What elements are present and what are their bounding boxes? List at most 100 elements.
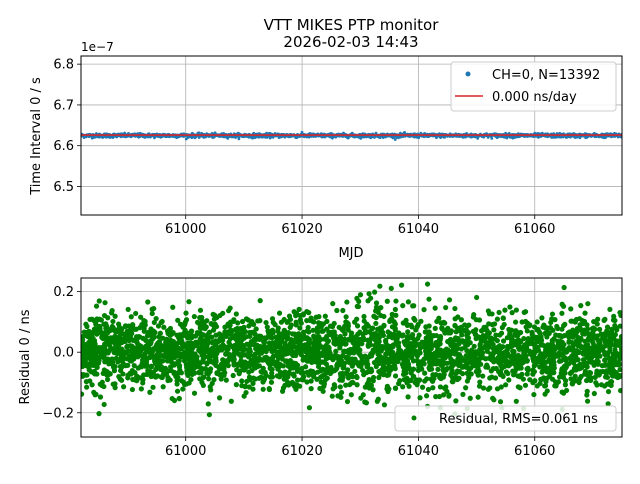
- residual-data-point: [509, 335, 514, 340]
- residual-data-point: [494, 366, 499, 371]
- residual-data-point: [374, 300, 379, 305]
- residual-data-point: [434, 319, 439, 324]
- residual-data-point: [378, 313, 383, 318]
- residual-data-point: [324, 345, 329, 350]
- ch0-data-point: [197, 131, 200, 134]
- residual-data-point: [156, 323, 161, 328]
- residual-data-point: [139, 386, 144, 391]
- residual-data-point: [198, 308, 203, 313]
- residual-data-point: [129, 371, 134, 376]
- residual-data-point: [85, 348, 90, 353]
- residual-data-point: [543, 383, 548, 388]
- residual-data-point: [266, 334, 271, 339]
- residual-data-point: [488, 335, 493, 340]
- residual-data-point: [247, 352, 252, 357]
- residual-data-point: [388, 352, 393, 357]
- residual-data-point: [102, 313, 107, 318]
- residual-data-point: [462, 358, 467, 363]
- residual-data-point: [116, 350, 121, 355]
- residual-data-point: [373, 321, 378, 326]
- residual-data-point: [138, 348, 143, 353]
- residual-data-point: [380, 346, 385, 351]
- residual-data-point: [200, 344, 205, 349]
- residual-data-point: [594, 352, 599, 357]
- residual-data-point: [401, 372, 406, 377]
- residual-data-point: [354, 341, 359, 346]
- residual-data-point: [489, 351, 494, 356]
- residual-data-point: [214, 359, 219, 364]
- residual-data-point: [346, 337, 351, 342]
- residual-data-point: [96, 360, 101, 365]
- residual-data-point: [538, 334, 543, 339]
- residual-data-point: [82, 353, 87, 358]
- residual-data-point: [151, 306, 156, 311]
- residual-data-point: [299, 321, 304, 326]
- residual-data-point: [562, 364, 567, 369]
- residual-data-point: [378, 330, 383, 335]
- residual-data-point: [208, 387, 213, 392]
- residual-data-point: [486, 387, 491, 392]
- residual-data-point: [174, 381, 179, 386]
- residual-data-point: [251, 322, 256, 327]
- residual-data-point: [417, 377, 422, 382]
- residual-data-point: [142, 329, 147, 334]
- residual-data-point: [369, 335, 374, 340]
- residual-data-point: [326, 338, 331, 343]
- residual-data-point: [168, 338, 173, 343]
- residual-data-point: [393, 385, 398, 390]
- residual-data-point: [349, 330, 354, 335]
- residual-data-point: [605, 375, 610, 380]
- residual-data-point: [390, 344, 395, 349]
- residual-data-point: [258, 298, 263, 303]
- residual-data-point: [405, 329, 410, 334]
- residual-data-point: [582, 311, 587, 316]
- residual-data-point: [334, 341, 339, 346]
- residual-data-point: [185, 373, 190, 378]
- residual-data-point: [111, 339, 116, 344]
- residual-data-point: [480, 373, 485, 378]
- residual-data-point: [544, 376, 549, 381]
- residual-data-point: [311, 334, 316, 339]
- residual-data-point: [293, 313, 298, 318]
- residual-data-point: [277, 311, 282, 316]
- top-x-tick-label: 61060: [514, 222, 555, 237]
- residual-data-point: [479, 328, 484, 333]
- residual-data-point: [550, 357, 555, 362]
- residual-data-point: [420, 385, 425, 390]
- residual-data-point: [493, 375, 498, 380]
- residual-data-point: [511, 361, 516, 366]
- residual-data-point: [413, 327, 418, 332]
- top-x-tick-label: 61020: [281, 222, 322, 237]
- residual-data-point: [563, 378, 568, 383]
- residual-data-point: [170, 305, 175, 310]
- residual-data-point: [405, 322, 410, 327]
- residual-data-point: [403, 318, 408, 323]
- residual-data-point: [270, 316, 275, 321]
- residual-data-point: [602, 358, 607, 363]
- residual-data-point: [91, 370, 96, 375]
- residual-data-point: [113, 385, 118, 390]
- residual-data-point: [270, 356, 275, 361]
- residual-data-point: [93, 354, 98, 359]
- residual-data-point: [275, 363, 280, 368]
- residual-data-point: [242, 363, 247, 368]
- residual-data-point: [197, 370, 202, 375]
- residual-data-point: [148, 354, 153, 359]
- residual-data-point: [265, 328, 270, 333]
- residual-data-point: [361, 372, 366, 377]
- residual-data-point: [131, 349, 136, 354]
- residual-data-point: [177, 363, 182, 368]
- residual-data-point: [422, 378, 427, 383]
- residual-data-point: [299, 366, 304, 371]
- residual-data-point: [510, 310, 515, 315]
- residual-data-point: [501, 315, 506, 320]
- residual-data-point: [344, 299, 349, 304]
- residual-data-point: [410, 335, 415, 340]
- residual-data-point: [349, 392, 354, 397]
- residual-data-point: [275, 354, 280, 359]
- residual-data-point: [345, 399, 350, 404]
- residual-data-point: [561, 304, 566, 309]
- residual-data-point: [382, 402, 387, 407]
- residual-data-point: [110, 346, 115, 351]
- residual-data-point: [281, 385, 286, 390]
